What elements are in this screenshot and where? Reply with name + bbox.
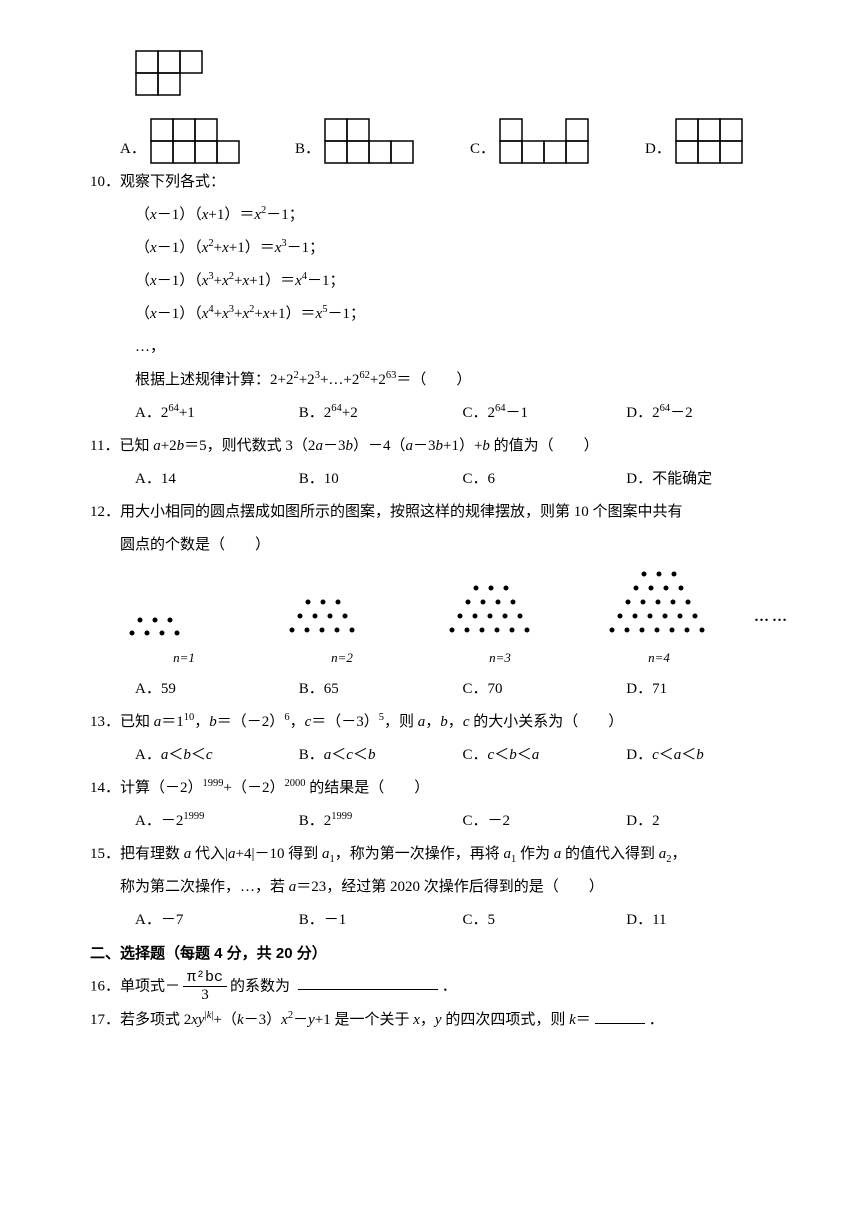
q14-d[interactable]: D．2 (626, 805, 790, 838)
fig-label: n=3 (436, 650, 564, 667)
fig-label: n=4 (594, 650, 724, 667)
q13-a[interactable]: A．a＜b＜c (135, 739, 299, 772)
q9-opt-d[interactable]: D． (645, 118, 790, 166)
q10-options: A．264+1 B．264+2 C．264－1 D．264－2 (90, 397, 790, 430)
tetromino-stem (135, 50, 205, 98)
q11-options: A．14 B．10 C．6 D．不能确定 (90, 463, 790, 496)
q10-b[interactable]: B．264+2 (299, 397, 463, 430)
q12-figures: n=1 n=2 n=3 n=4 …… (90, 568, 790, 667)
q10-eq5: …， (90, 331, 790, 364)
q13-b[interactable]: B．a＜c＜b (299, 739, 463, 772)
fig-label: n=2 (278, 650, 406, 667)
q9-opt-b[interactable]: B． (295, 118, 440, 166)
opt-label: D． (645, 133, 671, 166)
fig-n3: n=3 (436, 580, 564, 667)
opt-label: A． (120, 133, 146, 166)
q16-stem: 16．单项式－π²bc3的系数为 ． (90, 970, 790, 1004)
q16-post: 的系数为 (230, 978, 290, 994)
blank-17[interactable] (595, 1023, 645, 1024)
q13-stem: 13．已知 a＝110，b＝（－2）6，c＝（－3）5，则 a，b，c 的大小关… (90, 706, 790, 739)
q11-b[interactable]: B．10 (299, 463, 463, 496)
q14-c[interactable]: C．－2 (463, 805, 627, 838)
q14-options: A．－21999 B．21999 C．－2 D．2 (90, 805, 790, 838)
q9-opt-c[interactable]: C． (470, 118, 615, 166)
q10-eq2: （x－1）（x2+x+1）＝x3－1； (90, 232, 790, 265)
q9-stem-figure (90, 50, 790, 98)
fig-label: n=1 (120, 650, 248, 667)
q11-d[interactable]: D．不能确定 (626, 463, 790, 496)
q10-ask: 根据上述规律计算：2+22+23+…+262+263＝（ ） (90, 364, 790, 397)
q17-stem: 17．若多项式 2xy|k|+（k－3）x2－y+1 是一个关于 x，y 的四次… (90, 1004, 790, 1037)
q11-a[interactable]: A．14 (135, 463, 299, 496)
q13-options: A．a＜b＜c B．a＜c＜b C．c＜b＜a D．c＜a＜b (90, 739, 790, 772)
q14-stem: 14．计算（－2）1999+（－2）2000 的结果是（ ） (90, 772, 790, 805)
fig-ellipsis: …… (754, 601, 790, 634)
section-2-heading: 二、选择题（每题 4 分，共 20 分） (90, 937, 790, 970)
q12-stem2: 圆点的个数是（ ） (90, 529, 790, 562)
q15-stem2: 称为第二次操作，…，若 a＝23，经过第 2020 次操作后得到的是（ ） (90, 871, 790, 904)
frac-den: 3 (183, 987, 227, 1004)
blank-16[interactable] (298, 989, 438, 990)
q10-c[interactable]: C．264－1 (463, 397, 627, 430)
q15-c[interactable]: C．5 (463, 904, 627, 937)
q12-stem1: 12．用大小相同的圆点摆成如图所示的图案，按照这样的规律摆放，则第 10 个图案… (90, 496, 790, 529)
q12-c[interactable]: C．70 (463, 673, 627, 706)
frac-num: π²bc (183, 970, 227, 988)
q10-eq1: （x－1）（x+1）＝x2－1； (90, 199, 790, 232)
q15-options: A．－7 B．－1 C．5 D．11 (90, 904, 790, 937)
q9-opt-a[interactable]: A． (120, 118, 265, 166)
opt-label: C． (470, 133, 495, 166)
q16-pre: 16．单项式－ (90, 978, 180, 994)
fig-n1: n=1 (120, 605, 248, 667)
q11-c[interactable]: C．6 (463, 463, 627, 496)
q14-b[interactable]: B．21999 (299, 805, 463, 838)
q15-a[interactable]: A．－7 (135, 904, 299, 937)
q12-a[interactable]: A．59 (135, 673, 299, 706)
q15-stem1: 15．把有理数 a 代入|a+4|－10 得到 a1，称为第一次操作，再将 a1… (90, 838, 790, 871)
q10-eq3: （x－1）（x3+x2+x+1）＝x4－1； (90, 265, 790, 298)
q12-b[interactable]: B．65 (299, 673, 463, 706)
q10-stem: 10．观察下列各式： (90, 166, 790, 199)
q10-a[interactable]: A．264+1 (135, 397, 299, 430)
q12-d[interactable]: D．71 (626, 673, 790, 706)
fig-n4: n=4 (594, 568, 724, 667)
q13-c[interactable]: C．c＜b＜a (463, 739, 627, 772)
q9-options: A． B． C． D． (90, 118, 790, 166)
opt-label: B． (295, 133, 320, 166)
q12-options: A．59 B．65 C．70 D．71 (90, 673, 790, 706)
q10-eq4: （x－1）（x4+x3+x2+x+1）＝x5－1； (90, 298, 790, 331)
q10-d[interactable]: D．264－2 (626, 397, 790, 430)
q14-a[interactable]: A．－21999 (135, 805, 299, 838)
q15-d[interactable]: D．11 (626, 904, 790, 937)
q11-stem: 11．已知 a+2b＝5，则代数式 3（2a－3b）－4（a－3b+1）+b 的… (90, 430, 790, 463)
q15-b[interactable]: B．－1 (299, 904, 463, 937)
fig-n2: n=2 (278, 592, 406, 667)
q13-d[interactable]: D．c＜a＜b (626, 739, 790, 772)
